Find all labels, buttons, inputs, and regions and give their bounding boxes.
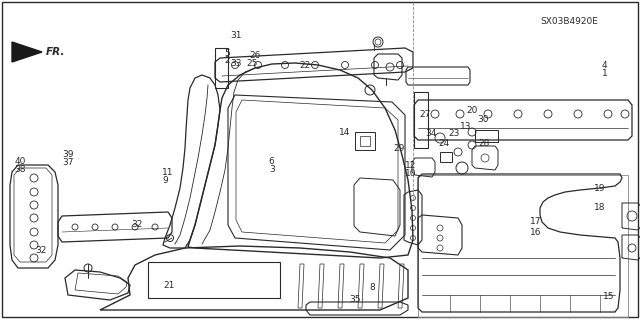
Text: 8: 8 — [369, 283, 375, 292]
Text: 28: 28 — [479, 139, 490, 148]
Text: 13: 13 — [460, 122, 471, 130]
Text: 34: 34 — [426, 130, 437, 138]
Text: 5: 5 — [224, 49, 230, 58]
Text: 24: 24 — [438, 139, 450, 148]
Text: 32: 32 — [35, 246, 47, 255]
Text: 10: 10 — [404, 169, 416, 178]
Text: 32: 32 — [131, 220, 143, 229]
Text: 30: 30 — [477, 115, 488, 124]
Text: 33: 33 — [230, 59, 242, 68]
Text: 22: 22 — [300, 61, 311, 70]
Text: 19: 19 — [594, 184, 605, 193]
Text: 9: 9 — [162, 176, 168, 185]
Text: 26: 26 — [250, 51, 261, 60]
Text: 20: 20 — [466, 106, 477, 115]
Text: 14: 14 — [339, 128, 351, 137]
Text: 6: 6 — [269, 157, 275, 166]
Text: 29: 29 — [394, 144, 405, 153]
Text: 25: 25 — [246, 59, 258, 68]
Text: 2: 2 — [224, 56, 230, 65]
Text: 15: 15 — [603, 292, 614, 301]
Text: 39: 39 — [63, 150, 74, 159]
Text: 27: 27 — [419, 110, 431, 119]
Text: 17: 17 — [530, 217, 541, 226]
Text: 12: 12 — [404, 161, 416, 170]
Polygon shape — [12, 42, 42, 62]
Text: 1: 1 — [602, 69, 607, 78]
Text: 31: 31 — [230, 31, 242, 40]
Text: 4: 4 — [602, 61, 607, 70]
Text: SX03B4920E: SX03B4920E — [540, 18, 598, 26]
Text: 11: 11 — [162, 168, 173, 177]
Text: 35: 35 — [349, 295, 360, 304]
Text: 40: 40 — [14, 157, 26, 166]
Text: 23: 23 — [448, 130, 460, 138]
Text: 37: 37 — [63, 158, 74, 167]
Text: 16: 16 — [530, 228, 541, 237]
Text: 18: 18 — [594, 203, 605, 212]
Text: 3: 3 — [269, 165, 275, 174]
Text: 21: 21 — [163, 281, 175, 290]
Text: 38: 38 — [14, 165, 26, 174]
Text: FR.: FR. — [46, 47, 65, 57]
